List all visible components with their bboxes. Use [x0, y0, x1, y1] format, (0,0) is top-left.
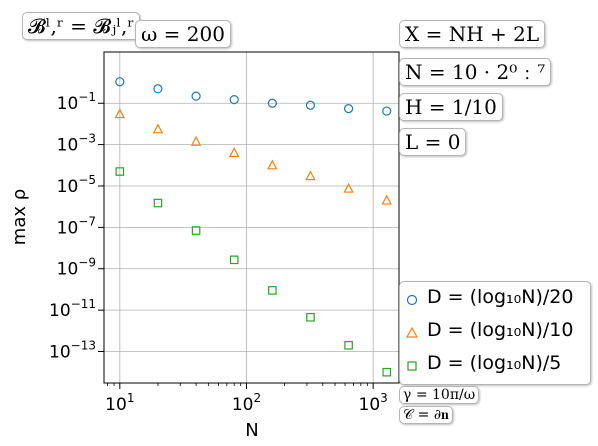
x-tick-label: 103: [359, 391, 388, 415]
data-point-triangle: [267, 159, 278, 170]
data-point-triangle: [152, 123, 164, 134]
y-tick-label: 10−13: [49, 338, 96, 362]
x-tick-label: 101: [105, 391, 134, 415]
data-point-circle: [191, 91, 201, 101]
data-point-triangle: [114, 108, 126, 119]
series-1: [115, 77, 392, 116]
data-point-triangle: [381, 194, 392, 205]
data-marks: [114, 77, 392, 377]
data-point-circle: [382, 106, 392, 116]
x-tick-label: 102: [232, 391, 261, 415]
x-definition-annotation: X = NH + 2L: [399, 20, 546, 48]
series-3: [115, 167, 392, 377]
data-point-circle: [267, 98, 277, 108]
legend-label: D = (log₁₀N)/10: [427, 319, 574, 341]
gamma-annotation: γ = 10π/ω: [399, 386, 480, 404]
data-point-square: [344, 340, 353, 350]
boundary-annotation: 𝒞 = ∂𝐧: [399, 406, 453, 424]
data-point-triangle: [343, 182, 354, 193]
data-point-circle: [343, 104, 354, 114]
circle-marker-icon: [406, 294, 418, 306]
data-point-square: [229, 255, 239, 265]
basis-annotation: 𝓑ˡ,ʳ = 𝓑ⱼˡ,ʳ: [22, 12, 141, 40]
y-tick-label: 10−9: [57, 256, 96, 280]
legend-item: D = (log₁₀N)/10: [400, 317, 590, 347]
data-point-circle: [305, 100, 316, 110]
series-2: [114, 108, 392, 205]
triangle-marker-icon: [405, 326, 419, 338]
y-tick-label: 10−5: [57, 173, 96, 197]
data-point-circle: [153, 84, 163, 94]
data-point-square: [115, 167, 125, 176]
data-point-circle: [115, 77, 125, 87]
legend-label: D = (log₁₀N)/5: [427, 352, 562, 374]
y-tick-label: 10−1: [57, 90, 96, 114]
legend-item: D = (log₁₀N)/20: [400, 284, 590, 314]
data-point-triangle: [190, 135, 202, 146]
l-definition-annotation: L = 0: [399, 128, 467, 156]
h-definition-annotation: H = 1/10: [399, 93, 503, 121]
data-point-triangle: [229, 147, 240, 157]
data-point-square: [268, 286, 277, 295]
data-point-square: [191, 226, 201, 235]
y-axis-title: max ρ: [9, 189, 30, 245]
legend: D = (log₁₀N)/20 D = (log₁₀N)/10 D = (log…: [399, 281, 591, 385]
y-tick-label: 10−7: [57, 214, 96, 238]
axis-ticks: 101 102 103 10−1 10−3 10−5 10−7 10−9 10−11 10−13: [49, 90, 388, 415]
data-point-square: [153, 198, 163, 208]
plot-frame: [103, 51, 400, 384]
grid: [104, 52, 399, 383]
legend-label: D = (log₁₀N)/20: [427, 286, 574, 308]
data-point-square: [306, 312, 315, 322]
n-definition-annotation: N = 10 · 2⁰﹕⁷: [399, 58, 552, 86]
y-tick-label: 10−11: [49, 297, 96, 321]
x-axis-title: N: [245, 420, 258, 441]
y-tick-label: 10−3: [57, 132, 96, 156]
data-point-square: [382, 367, 392, 377]
square-marker-icon: [407, 361, 417, 371]
data-point-circle: [229, 95, 239, 105]
omega-annotation: ω = 200: [135, 20, 231, 48]
data-point-triangle: [305, 170, 316, 181]
legend-item: D = (log₁₀N)/5: [400, 350, 590, 380]
